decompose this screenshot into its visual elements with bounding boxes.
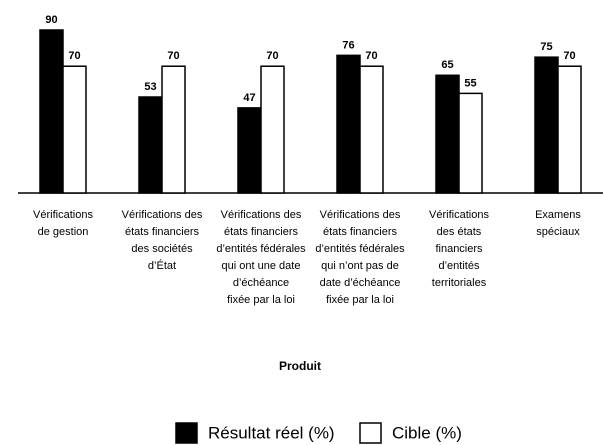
x-tick-label: Vérifications des états financiers d’ent…	[315, 209, 405, 306]
bar	[237, 107, 262, 194]
bar	[260, 65, 285, 194]
bar	[336, 54, 361, 194]
bar	[557, 65, 582, 194]
bar	[534, 56, 559, 194]
bar	[161, 65, 186, 194]
bar	[359, 65, 384, 194]
bar	[458, 92, 483, 194]
value-label: 70	[266, 50, 278, 62]
bar	[62, 65, 87, 194]
x-tick-label: Examens spéciaux	[535, 209, 581, 238]
x-tick-label: Vérifications de gestion	[33, 209, 93, 238]
value-label: 65	[441, 59, 453, 71]
value-label: 90	[45, 14, 57, 26]
x-axis-label: Produit	[279, 359, 321, 373]
bar	[39, 29, 64, 194]
x-tick-label: Vérifications des états financiers d’ent…	[216, 209, 306, 306]
x-tick-label: Vérifications des états financiers des s…	[121, 209, 203, 272]
value-label: 70	[365, 50, 377, 62]
value-label: 75	[540, 41, 552, 53]
value-label: 70	[68, 50, 80, 62]
legend-swatch	[359, 422, 382, 444]
value-label: 47	[243, 92, 255, 104]
value-label: 70	[167, 50, 179, 62]
value-label: 70	[563, 50, 575, 62]
x-tick-label: Vérifications des états financiers d’ent…	[429, 209, 489, 289]
legend-swatch	[175, 422, 198, 444]
legend-label: Résultat réel (%)	[208, 423, 335, 442]
legend-label: Cible (%)	[392, 423, 462, 442]
bar	[138, 96, 163, 194]
value-label: 76	[342, 39, 354, 51]
value-label: 53	[144, 81, 156, 93]
bar	[435, 74, 460, 194]
value-label: 55	[464, 77, 476, 89]
